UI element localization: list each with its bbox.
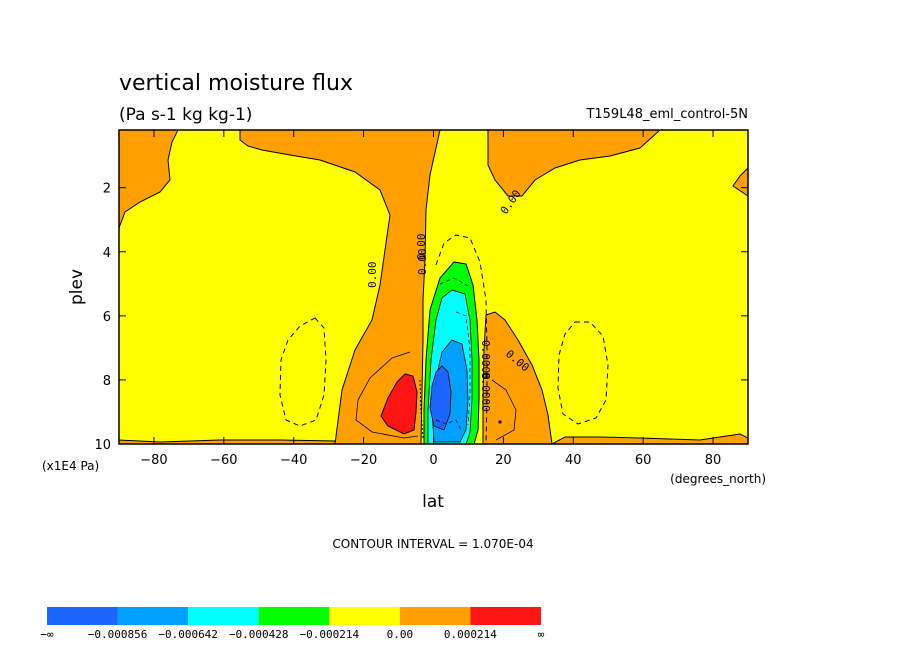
chart-title: vertical moisture flux (119, 71, 353, 96)
y-axis-label: plev (67, 269, 87, 305)
colorbar-label: −0.000642 (158, 628, 218, 641)
plot-area (119, 130, 748, 444)
x-axis-units: (degrees_north) (670, 472, 766, 486)
x-tick-label: 80 (705, 453, 722, 468)
orange-region-far-right (732, 167, 748, 197)
colorbar-swatch (47, 607, 118, 625)
x-tick-label: −40 (280, 453, 307, 468)
orange-region-bottom-right (551, 433, 748, 444)
contour-label-stack: 0.0000 (479, 372, 492, 412)
contour-interval: CONTOUR INTERVAL = 1.070E-04 (332, 537, 533, 551)
dashed-contour-nh-lobe (557, 321, 609, 425)
blue-core (429, 365, 452, 431)
x-axis-label: lat (422, 492, 444, 512)
y-axis-units: (x1E4 Pa) (42, 459, 99, 473)
x-tick-label: 60 (635, 453, 652, 468)
colorbar-label: −∞ (40, 628, 54, 641)
x-tick-label: 20 (495, 453, 512, 468)
contour-line-right-lobe (491, 379, 517, 441)
y-tick-label: 8 (103, 374, 111, 389)
contour-dense-ring (419, 379, 424, 439)
x-tick-label: −80 (140, 453, 167, 468)
colorbar: −∞ −0.000856 −0.000642 −0.000428 −0.000214 0.… (40, 607, 545, 641)
colorbar-label: ∞ (538, 628, 545, 641)
contour-line-core-3 (435, 419, 463, 433)
colorbar-swatch (188, 607, 259, 625)
colorbar-swatch (117, 607, 189, 625)
orange-region-top-left (119, 130, 179, 229)
contour-dot (498, 420, 502, 424)
colorbar-swatch (470, 607, 541, 625)
y-tick-label: 2 (103, 182, 111, 197)
colorbar-label: −0.000214 (299, 628, 359, 641)
x-tick-label: −20 (350, 453, 377, 468)
x-tick-label: −60 (210, 453, 237, 468)
x-tick-label: 0 (429, 453, 437, 468)
red-maximum (380, 373, 418, 435)
y-tick-label: 6 (103, 310, 111, 325)
contour-line-core-2 (439, 277, 469, 287)
contour-label: 0.00 (415, 234, 428, 261)
orange-region-top-right (487, 130, 661, 197)
colorbar-label: 0.000214 (444, 628, 497, 641)
x-axis: −80 −60 −40 −20 0 20 40 60 80 (140, 130, 721, 468)
contour-line-red-outer (355, 351, 419, 439)
contour-label: 0.00 (416, 249, 429, 276)
chart-subtitle: (Pa s-1 kg kg-1) (119, 105, 252, 125)
colorbar-label: −0.000428 (229, 628, 289, 641)
colorbar-label: −0.000856 (88, 628, 148, 641)
contour-label-stack: 0.0000 (479, 340, 492, 380)
colorbar-swatch (258, 607, 330, 625)
dashed-contour-sh-lobe (279, 317, 327, 427)
colorbar-label: 0.00 (387, 628, 414, 641)
y-tick-label: 4 (103, 246, 111, 261)
dashed-contour-core-outer (435, 234, 488, 444)
orange-region-right-lobe (482, 311, 553, 444)
orange-central-column (239, 130, 441, 444)
run-label: T159L48_eml_control-5N (585, 107, 748, 122)
x-tick-label: 40 (565, 453, 582, 468)
colorbar-swatch (329, 607, 400, 625)
contour-label: 0.00 (366, 262, 379, 289)
colorbar-swatch (399, 607, 471, 625)
y-tick-label: 10 (94, 438, 111, 453)
contour-line-core-1 (455, 311, 471, 426)
y-axis: 2 4 6 8 10 (94, 182, 748, 453)
